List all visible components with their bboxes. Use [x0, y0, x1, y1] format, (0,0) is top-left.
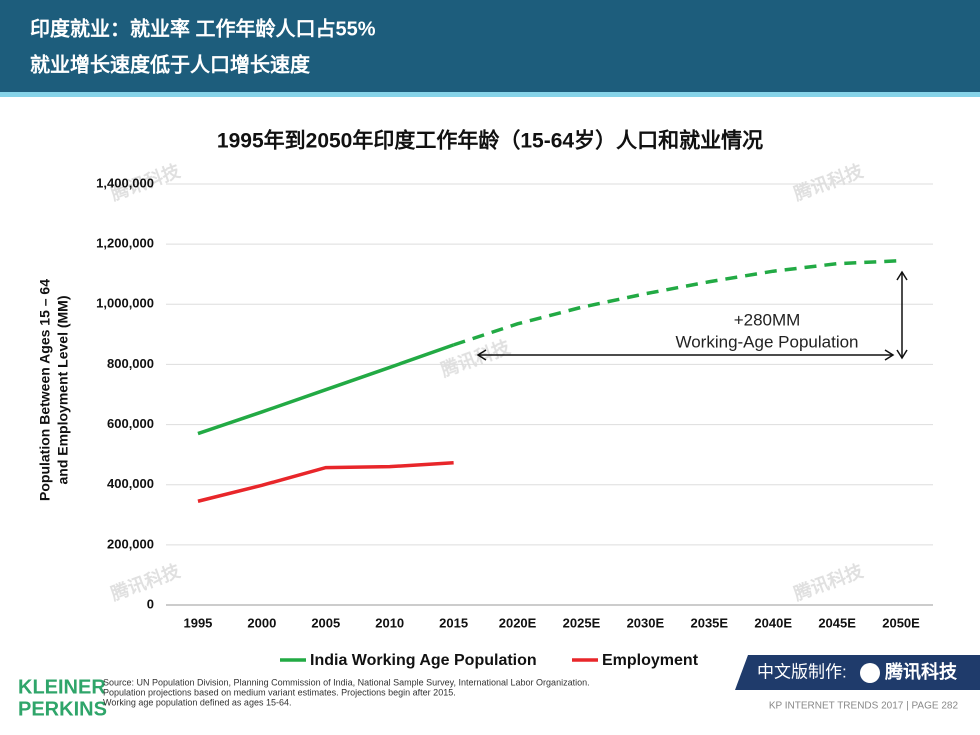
series-line — [197, 343, 455, 436]
logo: PERKINS — [18, 698, 107, 720]
y-axis-title: Population Between Ages 15 – 64 — [37, 279, 53, 501]
source-note: Population projections based on medium v… — [103, 687, 456, 697]
page-number: KP INTERNET TRENDS 2017 | PAGE 282 — [769, 701, 959, 712]
x-tick-label: 2035E — [690, 615, 728, 630]
y-tick-label: 1,400,000 — [96, 175, 154, 190]
watermark: 腾讯科技 — [438, 336, 514, 381]
y-tick-label: 1,000,000 — [96, 296, 154, 311]
annotation: +280MM — [734, 310, 801, 329]
watermark: 腾讯科技 — [791, 160, 867, 205]
credit-box — [735, 655, 980, 690]
y-tick-label: 400,000 — [107, 476, 154, 491]
x-tick-label: 2025E — [563, 615, 601, 630]
header-bar — [0, 0, 980, 92]
credit: 中文版制作: — [757, 662, 847, 681]
brand-icon — [860, 663, 880, 683]
x-tick-label: 1995 — [183, 615, 212, 630]
y-tick-label: 600,000 — [107, 416, 154, 431]
y-tick-label: 0 — [147, 596, 154, 611]
legend-label: Employment — [602, 652, 699, 669]
legend-label: India Working Age Population — [310, 652, 537, 669]
logo: KLEINER — [18, 676, 106, 698]
series-line — [453, 258, 902, 347]
x-tick-label: 2045E — [818, 615, 856, 630]
y-tick-label: 200,000 — [107, 536, 154, 551]
header-stripe — [0, 92, 980, 97]
annotation-arrows — [476, 270, 908, 361]
header-subtitle: 就业增长速度低于人口增长速度 — [30, 52, 311, 76]
source-note: Working age population defined as ages 1… — [103, 697, 291, 707]
y-axis-title: and Employment Level (MM) — [55, 295, 71, 484]
chart-title: 1995年到2050年印度工作年龄（15-64岁）人口和就业情况 — [217, 129, 763, 153]
x-tick-label: 2010 — [375, 615, 404, 630]
annotation: Working-Age Population — [675, 332, 858, 351]
credit-brand: 腾讯科技 — [885, 661, 958, 682]
x-tick-label: 2005 — [311, 615, 340, 630]
series-line — [197, 461, 454, 503]
x-tick-label: 2030E — [627, 615, 665, 630]
x-tick-label: 2040E — [754, 615, 792, 630]
x-tick-label: 2000 — [247, 615, 276, 630]
x-tick-label: 2020E — [499, 615, 537, 630]
source-note: Source: UN Population Division, Planning… — [103, 677, 590, 687]
y-tick-label: 1,200,000 — [96, 236, 154, 251]
y-tick-label: 800,000 — [107, 356, 154, 371]
watermark: 腾讯科技 — [108, 560, 184, 605]
x-tick-label: 2050E — [882, 615, 920, 630]
watermark: 腾讯科技 — [791, 560, 867, 605]
x-tick-label: 2015 — [439, 615, 468, 630]
header-title: 印度就业：就业率 工作年龄人口占55% — [30, 16, 376, 40]
